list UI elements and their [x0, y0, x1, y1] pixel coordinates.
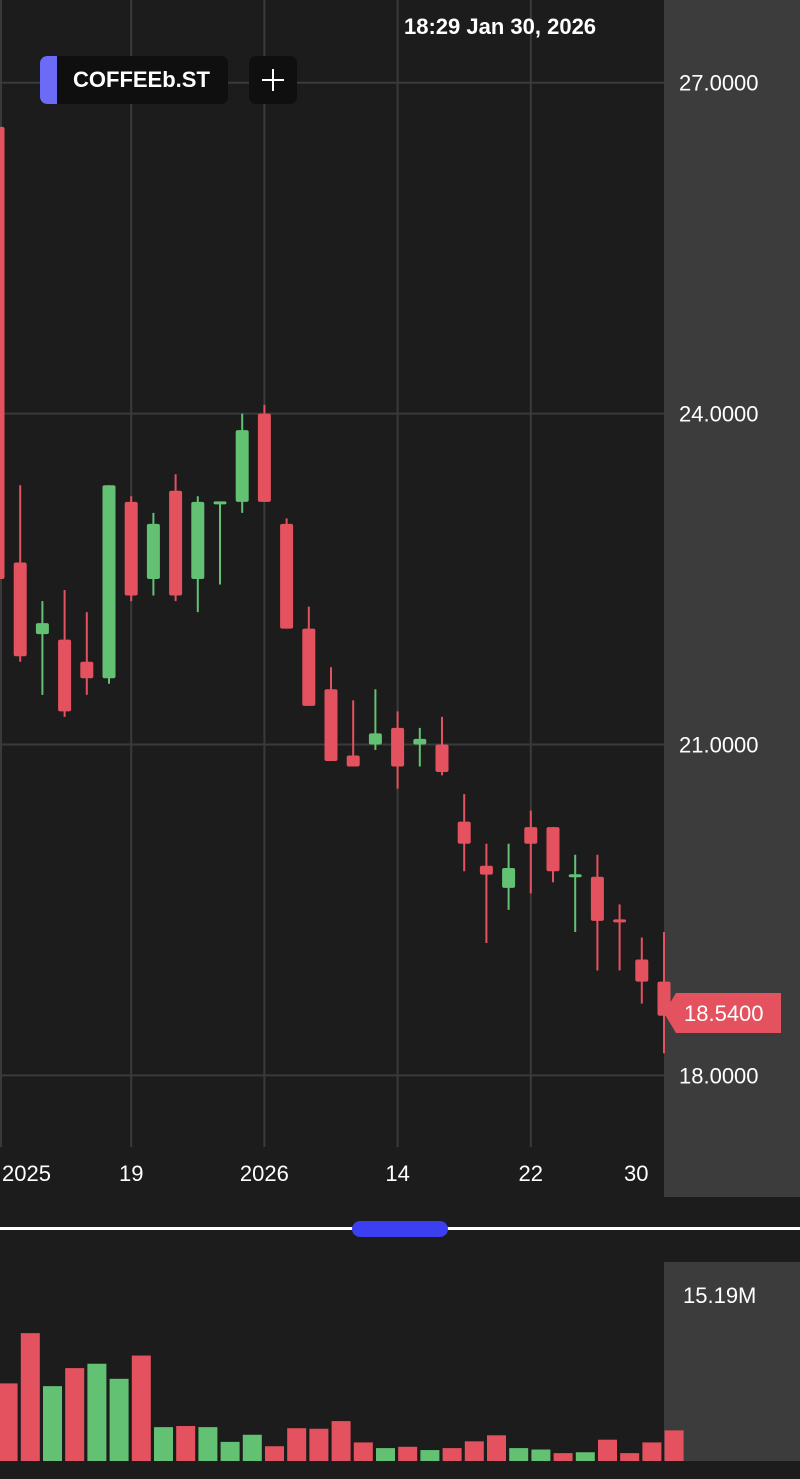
candle	[435, 716, 449, 776]
volume-bar	[353, 1442, 373, 1461]
candle	[102, 485, 116, 684]
price-tick-label: 21.0000	[679, 732, 759, 757]
volume-bar	[575, 1452, 595, 1461]
volume-bar	[376, 1448, 395, 1461]
volume-bar	[242, 1434, 262, 1461]
candle	[13, 485, 27, 662]
candle	[124, 496, 138, 602]
candle	[35, 601, 49, 695]
candle	[524, 810, 538, 894]
volume-bar	[420, 1450, 440, 1461]
candle	[324, 667, 338, 761]
volume-bar	[109, 1378, 129, 1461]
volume-bar	[198, 1427, 218, 1461]
candle	[257, 404, 271, 502]
candle	[302, 606, 316, 706]
volume-bar	[287, 1428, 307, 1461]
volume-bar	[598, 1439, 617, 1461]
price-tick-label: 27.0000	[679, 71, 759, 96]
candle	[80, 612, 94, 695]
price-tick-label: 24.0000	[679, 402, 759, 427]
candle	[213, 501, 227, 585]
volume-bar	[331, 1421, 351, 1461]
candle	[479, 843, 493, 943]
volume-bar	[0, 1383, 18, 1461]
candle	[413, 727, 427, 767]
volume-bar	[664, 1430, 684, 1461]
volume-bar	[87, 1363, 107, 1461]
candle	[635, 937, 649, 1004]
candle	[457, 794, 471, 872]
volume-series	[0, 1333, 800, 1479]
volume-tick-label: 15.19M	[683, 1283, 756, 1308]
time-tick-label: 2025	[2, 1161, 51, 1186]
last-price-tag: 18.5400	[664, 993, 800, 1033]
volume-bar	[531, 1449, 551, 1461]
time-tick-label: 30	[624, 1161, 648, 1186]
candle	[58, 590, 72, 717]
ticker-chip[interactable]: COFFEEb.ST	[40, 56, 228, 104]
candle	[546, 827, 560, 883]
candle	[590, 854, 604, 971]
volume-bar	[131, 1355, 151, 1461]
candle	[657, 931, 671, 1054]
candle	[568, 854, 582, 932]
timestamp-label: 18:29 Jan 30, 2026	[404, 14, 597, 39]
volume-axis-panel	[664, 1262, 800, 1479]
candle	[613, 904, 627, 971]
volume-bar	[43, 1386, 62, 1461]
ticker-symbol: COFFEEb.ST	[73, 67, 210, 92]
volume-bar	[176, 1426, 196, 1461]
candle	[0, 126, 5, 580]
volume-bar	[265, 1446, 284, 1461]
time-tick-label: 22	[519, 1161, 543, 1186]
volume-bar	[442, 1448, 462, 1461]
time-tick-label: 2026	[240, 1161, 289, 1186]
volume-bar	[309, 1428, 329, 1461]
scrubber-handle[interactable]	[352, 1221, 448, 1237]
candle	[169, 474, 183, 602]
grid-lines	[0, 0, 664, 1147]
candle	[235, 413, 249, 513]
candle	[368, 689, 382, 750]
candle	[191, 496, 205, 613]
volume-bar	[20, 1333, 40, 1461]
price-tag-shape	[664, 993, 781, 1033]
price-tick-label: 18.0000	[679, 1063, 759, 1088]
volume-bar	[487, 1435, 506, 1461]
volume-bar	[464, 1441, 484, 1461]
candle	[346, 700, 360, 767]
last-price-label: 18.5400	[684, 1001, 764, 1026]
ticker-color-marker	[40, 56, 57, 104]
candle	[146, 512, 160, 596]
range-scrubber[interactable]	[0, 1197, 800, 1261]
volume-bar	[642, 1442, 662, 1461]
axis-labels: 27.0000 24.0000 21.0000 18.0000 2025 19 2026 14…	[2, 71, 759, 1308]
candle	[280, 518, 294, 629]
volume-bar	[220, 1441, 240, 1461]
candle	[502, 843, 516, 910]
volume-bar	[553, 1453, 573, 1461]
volume-bar	[509, 1448, 529, 1461]
candlestick-series	[0, 126, 671, 1054]
candle	[391, 711, 405, 789]
time-tick-label: 14	[385, 1161, 409, 1186]
add-comparison-button[interactable]	[249, 56, 297, 104]
volume-bar	[620, 1453, 640, 1461]
time-axis-panel	[0, 1148, 664, 1197]
volume-bar	[65, 1368, 85, 1461]
volume-bar	[398, 1446, 418, 1461]
volume-bar	[154, 1427, 173, 1461]
time-tick-label: 19	[119, 1161, 143, 1186]
volume-baseline	[0, 1461, 800, 1479]
